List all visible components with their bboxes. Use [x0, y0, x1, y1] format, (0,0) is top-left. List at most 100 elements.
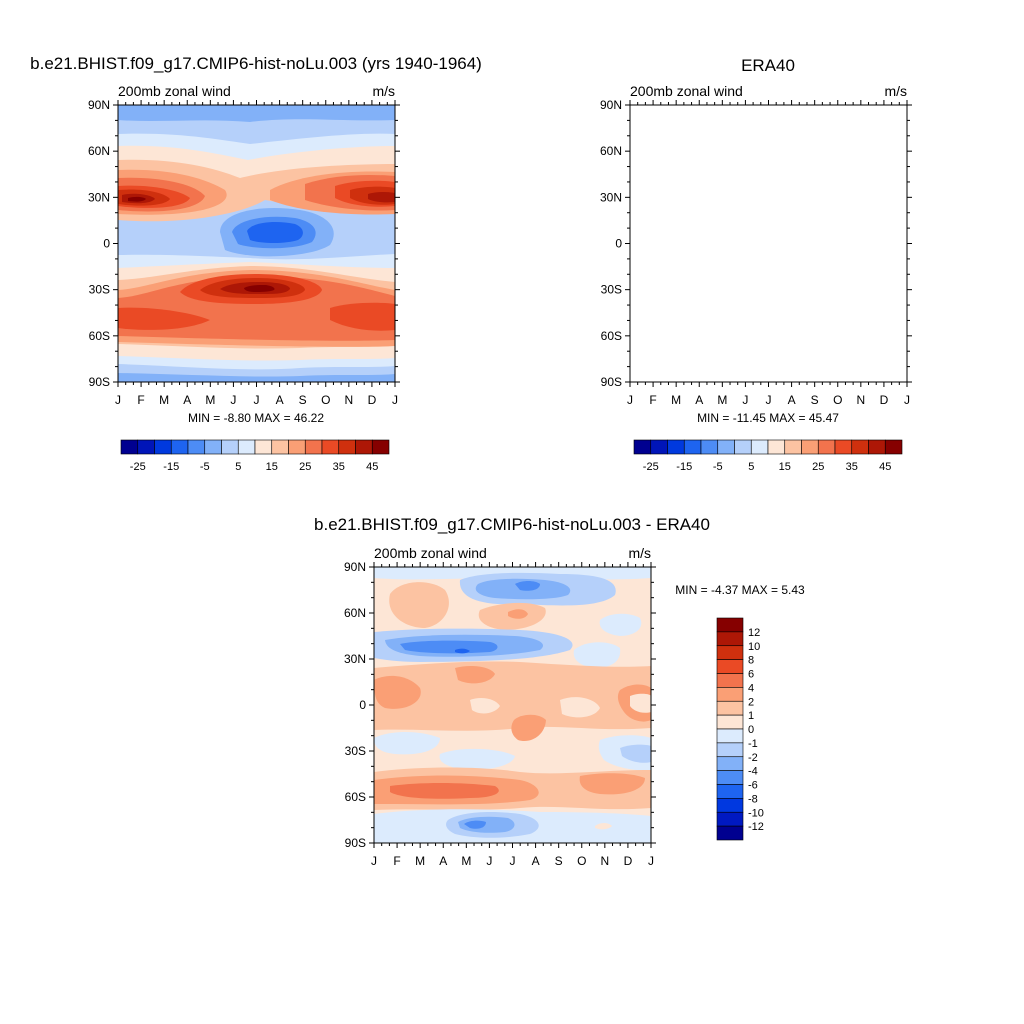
colorbar-box: [338, 439, 356, 455]
x-tick-label: A: [183, 393, 191, 407]
contour-field: [374, 567, 651, 843]
colorbar-label: 25: [299, 461, 311, 473]
colorbar-box: [204, 439, 222, 455]
colorbar-box: [716, 756, 744, 771]
units-label: m/s: [372, 83, 395, 99]
colorbar-box: [120, 439, 139, 455]
units-label: m/s: [884, 83, 907, 99]
colorbar-box: [137, 439, 155, 455]
x-tick-label: J: [766, 393, 772, 407]
colorbar-label: -4: [748, 766, 758, 778]
x-tick-label: S: [811, 393, 819, 407]
colorbar-box: [716, 770, 744, 785]
x-tick-label: F: [649, 393, 656, 407]
colorbar-label: -15: [163, 461, 179, 473]
left-label: 200mb zonal wind: [374, 545, 487, 561]
x-tick-label: O: [833, 393, 842, 407]
colorbar-box: [650, 439, 668, 455]
colorbar-box: [734, 439, 752, 455]
y-tick-label: 90S: [89, 375, 110, 389]
min-max-text: MIN = -4.37 MAX = 5.43: [675, 583, 805, 597]
colorbar-box: [716, 659, 744, 674]
colorbar-box: [633, 439, 652, 455]
y-tick-label: 60N: [600, 144, 622, 158]
x-tick-label: A: [695, 393, 703, 407]
y-tick-label: 30S: [601, 283, 622, 297]
min-max-text: MIN = -11.45 MAX = 45.47: [697, 411, 839, 425]
colorbar-box: [716, 631, 744, 647]
colorbar-box: [717, 439, 735, 455]
x-tick-label: F: [137, 393, 144, 407]
colorbar-box: [700, 439, 719, 455]
x-tick-label: J: [230, 393, 236, 407]
colorbar-label: 10: [748, 641, 760, 653]
colorbar: -25 -15 -5 5 15 25 35 45: [633, 439, 903, 473]
colorbar-label: 4: [748, 682, 754, 694]
x-tick-label: J: [254, 393, 260, 407]
y-tick-label: 60S: [601, 329, 622, 343]
x-tick-label: M: [461, 854, 471, 868]
y-tick-label: 30S: [89, 283, 110, 297]
x-tick-label: J: [904, 393, 910, 407]
x-tick-label: D: [624, 854, 633, 868]
colorbar-box: [716, 742, 744, 758]
colorbar-box: [851, 439, 869, 455]
colorbar-box: [683, 439, 702, 455]
y-tick-label: 90S: [601, 375, 622, 389]
x-tick-label: J: [510, 854, 516, 868]
panel-difference: b.e21.BHIST.f09_g17.CMIP6-hist-noLu.003 …: [314, 515, 805, 868]
colorbar-label: 1: [748, 710, 754, 722]
colorbar-box: [271, 439, 289, 455]
colorbar-box: [716, 798, 744, 813]
x-tick-label: N: [856, 393, 865, 407]
contour-field: [118, 105, 395, 382]
x-tick-label: M: [717, 393, 727, 407]
x-tick-label: O: [577, 854, 586, 868]
x-tick-label: N: [344, 393, 353, 407]
y-tick-label: 30N: [600, 190, 622, 204]
colorbar-label: -25: [130, 461, 146, 473]
colorbar-box: [834, 439, 853, 455]
colorbar-box: [868, 439, 886, 455]
plot-border: [629, 104, 908, 383]
colorbar-box: [716, 673, 744, 688]
panel-title: b.e21.BHIST.f09_g17.CMIP6-hist-noLu.003 …: [314, 515, 710, 534]
colorbar-box: [716, 700, 744, 716]
colorbar-label: -15: [676, 461, 692, 473]
panel-title: b.e21.BHIST.f09_g17.CMIP6-hist-noLu.003 …: [30, 54, 482, 73]
colorbar-label: -6: [748, 780, 758, 792]
y-tick-label: 60S: [89, 329, 110, 343]
colorbar-box: [716, 825, 744, 841]
colorbar-label: 45: [366, 461, 378, 473]
contour-field: [630, 105, 907, 382]
colorbar-label: 12: [748, 627, 760, 639]
colorbar-box: [784, 439, 802, 455]
x-tick-label: S: [299, 393, 307, 407]
colorbar-box: [154, 439, 172, 455]
colorbar-box: [254, 439, 273, 455]
x-tick-label: J: [371, 854, 377, 868]
colorbar-label: -10: [748, 807, 764, 819]
x-tick-label: O: [321, 393, 330, 407]
colorbar-box: [750, 439, 769, 455]
colorbar-box: [187, 439, 206, 455]
min-max-text: MIN = -8.80 MAX = 46.22: [188, 411, 324, 425]
colorbar: -25 -15 -5 5 15 25 35 45: [120, 439, 390, 473]
x-tick-label: M: [671, 393, 681, 407]
x-tick-label: A: [788, 393, 796, 407]
colorbar-box: [321, 439, 340, 455]
colorbar-label: -2: [748, 752, 758, 764]
panel-obs: ERA40 200mb zonal wind m/s: [600, 56, 912, 473]
colorbar-label: -5: [713, 461, 723, 473]
colorbar-label: 5: [235, 461, 241, 473]
x-tick-label: J: [627, 393, 633, 407]
panel-title: ERA40: [741, 56, 795, 75]
x-tick-label: A: [532, 854, 540, 868]
colorbar-label: 45: [879, 461, 891, 473]
x-tick-label: M: [159, 393, 169, 407]
colorbar-label: -1: [748, 738, 758, 750]
